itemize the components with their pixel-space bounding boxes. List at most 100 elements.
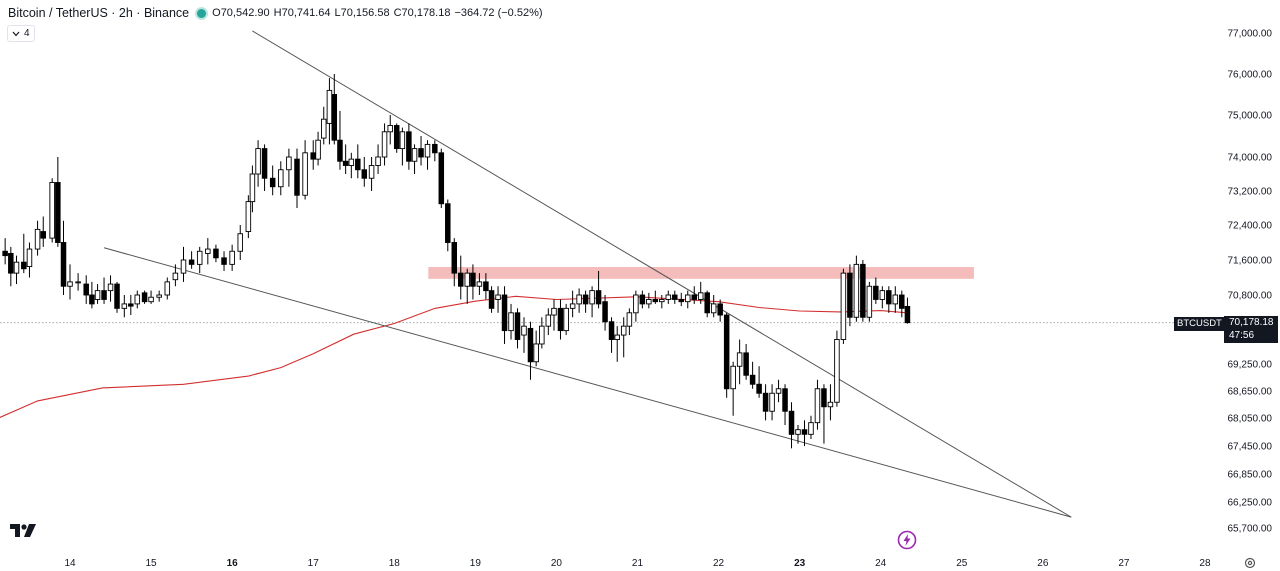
candle — [678, 292, 685, 307]
candle-body-down — [886, 290, 892, 305]
lightning-bolt-icon[interactable] — [897, 530, 917, 550]
candle — [278, 161, 284, 196]
candle-body-down — [717, 303, 723, 316]
candle-body-down — [743, 352, 749, 376]
candle — [355, 144, 361, 179]
candle-body-up — [107, 283, 114, 292]
candle — [286, 148, 292, 187]
candle-body-up — [533, 343, 539, 363]
candle-body-down — [749, 374, 756, 385]
candle-body-down — [788, 410, 795, 435]
candle — [315, 131, 321, 166]
candle — [814, 379, 821, 430]
candle — [342, 144, 349, 174]
candle-body-up — [539, 325, 545, 345]
settings-gear-icon[interactable] — [1244, 557, 1256, 569]
time-tick-label: 19 — [470, 558, 482, 569]
candle-body-up — [853, 263, 860, 318]
candle — [834, 330, 840, 407]
candle — [495, 286, 501, 313]
candle-body-down — [691, 294, 697, 300]
candle-body-up — [26, 248, 33, 268]
candle — [8, 246, 14, 287]
candle — [576, 288, 582, 313]
candle-body-down — [418, 148, 424, 158]
bar-countdown: 47:56 — [1229, 330, 1255, 341]
candle-body-up — [121, 303, 128, 309]
candle — [411, 144, 418, 174]
candle — [134, 290, 141, 309]
candle-body-up — [286, 156, 292, 171]
candle — [406, 123, 412, 170]
candle — [697, 281, 704, 304]
price-tick-label: 74,000.00 — [1228, 153, 1273, 164]
candle-body-down — [2, 250, 8, 257]
price-tick-label: 67,450.00 — [1228, 442, 1273, 453]
candle — [348, 152, 355, 179]
candle-body-down — [847, 272, 853, 318]
candle — [775, 379, 782, 403]
time-tick-label: 14 — [64, 558, 76, 569]
candle-body-up — [249, 173, 256, 203]
candle-body-up — [302, 152, 308, 196]
indicators-toggle-button[interactable]: 4 — [7, 25, 35, 42]
candle-body-down — [782, 388, 788, 412]
candle-body-up — [464, 272, 470, 287]
candle-body-up — [697, 292, 704, 300]
candle-body-down — [723, 314, 730, 390]
time-tick-label: 26 — [1037, 558, 1049, 569]
time-tick-label: 16 — [227, 558, 239, 569]
candle — [620, 317, 627, 358]
candle — [569, 290, 576, 318]
candle — [608, 317, 615, 353]
candle-body-down — [451, 242, 458, 274]
candle-body-down — [801, 429, 808, 435]
candle — [646, 292, 652, 309]
candle-body-up — [237, 233, 243, 252]
price-tick-label: 77,000.00 — [1228, 29, 1273, 40]
candle — [866, 281, 873, 322]
candle-body-up — [685, 294, 691, 303]
candle — [101, 277, 107, 304]
candle-body-up — [795, 429, 801, 435]
candle-body-up — [34, 228, 41, 250]
candle — [172, 264, 179, 287]
candle — [685, 290, 691, 309]
time-tick-label: 23 — [794, 558, 806, 569]
candle — [49, 178, 55, 243]
candle — [899, 290, 905, 318]
candle — [418, 136, 424, 166]
candle — [148, 290, 154, 304]
candle — [827, 384, 834, 421]
candle — [205, 238, 211, 265]
low-value: L70,156.58 — [334, 7, 390, 19]
candle-body-up — [278, 169, 284, 188]
candle-body-up — [49, 182, 55, 239]
candle-body-up — [775, 388, 782, 394]
candle-body-up — [614, 334, 620, 340]
candle-body-down — [89, 294, 95, 305]
time-tick-label: 22 — [713, 558, 725, 569]
candle-body-up — [245, 201, 252, 233]
candle-body-up — [172, 272, 179, 281]
candle-body-up — [156, 294, 162, 298]
candle — [470, 264, 476, 300]
symbol-title[interactable]: Bitcoin / TetherUS · 2h · Binance — [8, 6, 190, 20]
candle — [704, 290, 710, 318]
candle — [626, 308, 633, 336]
candle — [269, 165, 276, 196]
candle — [840, 268, 847, 344]
candle — [514, 308, 521, 349]
tradingview-logo-icon[interactable] — [10, 524, 36, 538]
candle — [114, 281, 120, 313]
candle-body-down — [261, 148, 268, 179]
candle — [762, 384, 769, 421]
candle — [361, 157, 368, 187]
candle — [94, 284, 101, 304]
candle — [26, 242, 33, 278]
candle — [245, 195, 252, 239]
candle — [375, 144, 381, 174]
candle — [769, 384, 775, 421]
